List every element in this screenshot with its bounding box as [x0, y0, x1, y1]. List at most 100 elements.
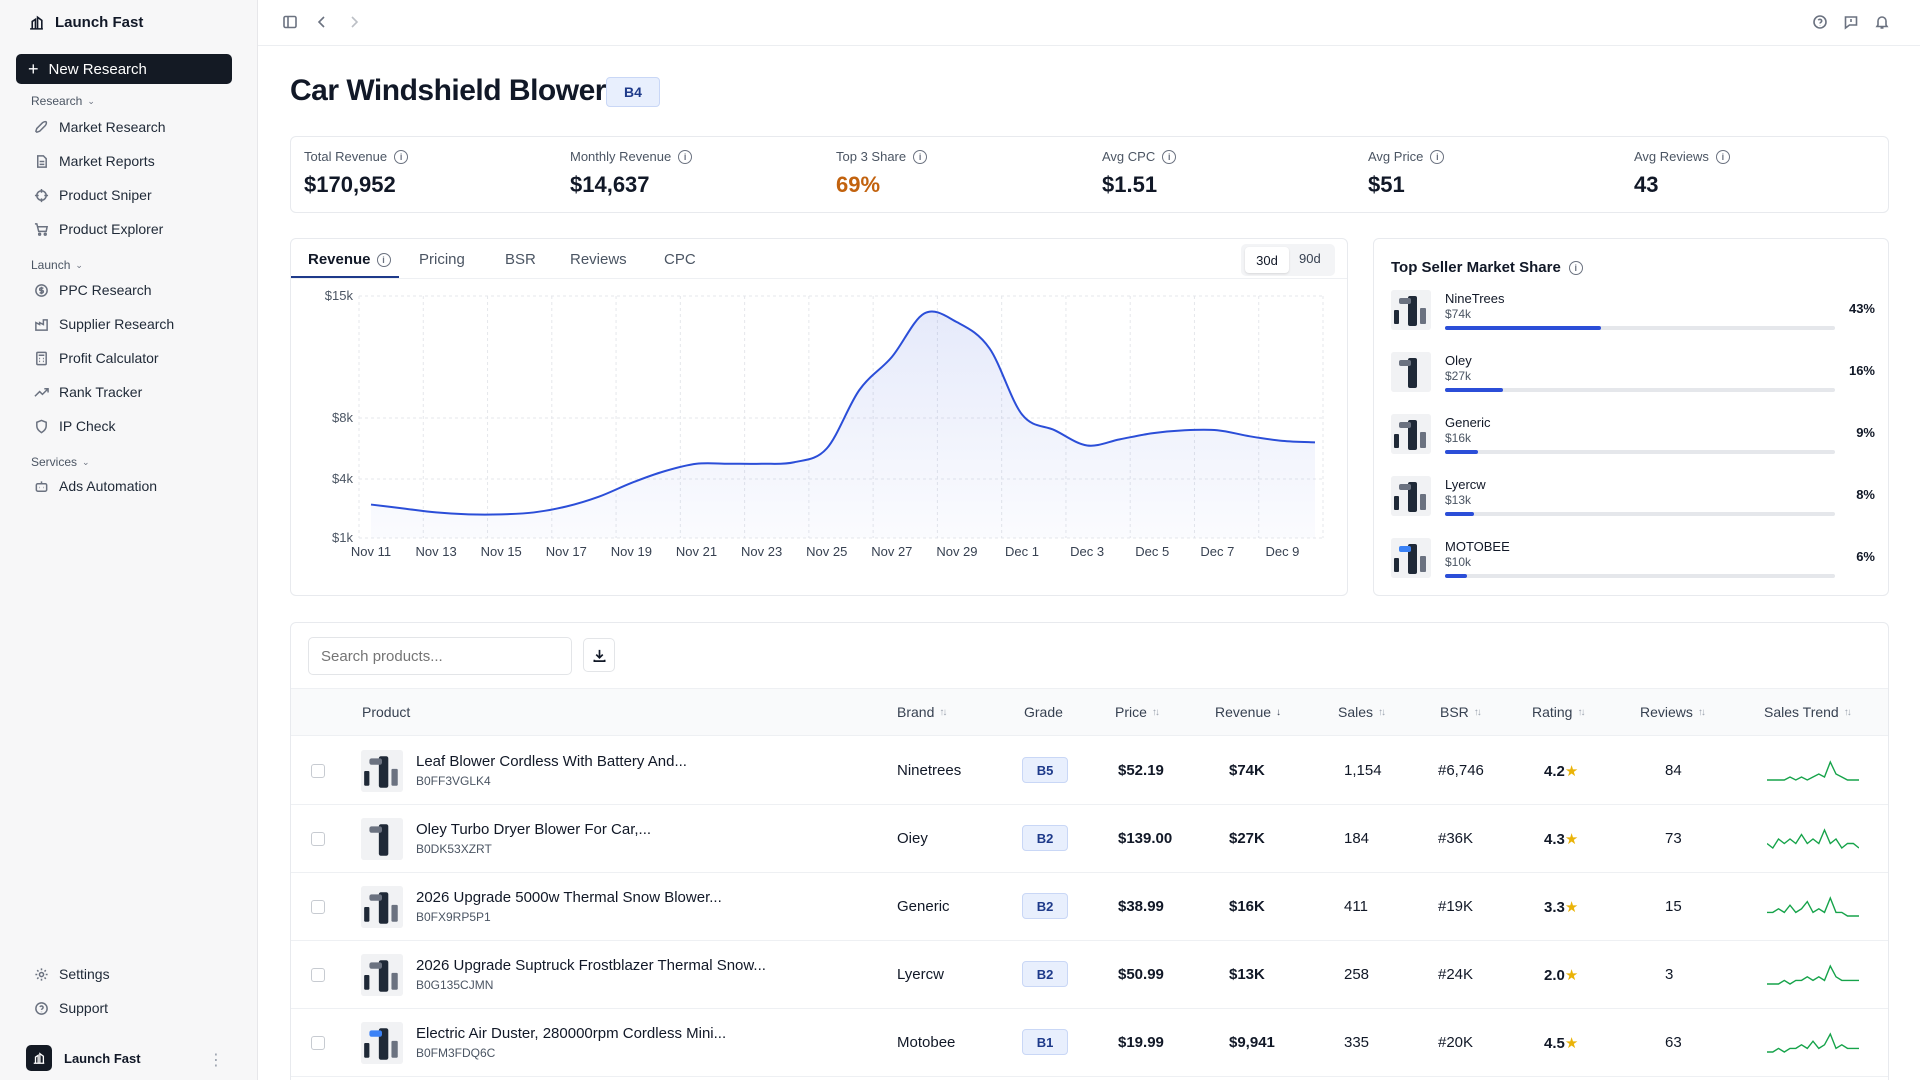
product-name[interactable]: 2026 Upgrade Suptruck Frostblazer Therma…: [416, 957, 766, 974]
app-brand[interactable]: Launch Fast: [28, 14, 143, 31]
new-research-button[interactable]: + New Research: [16, 54, 232, 84]
revenue-point[interactable]: [853, 384, 865, 396]
revenue-point[interactable]: [918, 307, 930, 319]
sidebar-item-ip-check[interactable]: IP Check: [34, 414, 116, 438]
revenue-point[interactable]: [983, 342, 995, 354]
revenue-point[interactable]: [886, 351, 898, 363]
column-brand[interactable]: Brand ↑↓: [897, 704, 947, 720]
info-icon[interactable]: i: [1430, 149, 1445, 164]
more-vertical-icon[interactable]: ⋮: [208, 1052, 224, 1069]
revenue-point[interactable]: [1146, 427, 1158, 439]
seller-row[interactable]: Generic $16k 9%: [1391, 414, 1875, 458]
product-name[interactable]: Oley Turbo Dryer Blower For Car,...: [416, 821, 652, 838]
sidebar-item-ads-automation[interactable]: Ads Automation: [34, 474, 157, 498]
revenue-point[interactable]: [951, 316, 963, 328]
info-icon[interactable]: i: [1715, 149, 1730, 164]
revenue-point[interactable]: [658, 465, 670, 477]
info-icon[interactable]: i: [394, 149, 409, 164]
tab-bsr[interactable]: BSR: [505, 251, 536, 268]
help-icon[interactable]: [1810, 12, 1830, 32]
revenue-point[interactable]: [723, 458, 735, 470]
table-row[interactable]: 2026 Upgrade Suptruck Frostblazer Therma…: [291, 941, 1888, 1009]
column-grade[interactable]: Grade: [1024, 704, 1063, 720]
table-row[interactable]: Oley Turbo Dryer Blower For Car,... B0DK5…: [291, 805, 1888, 873]
revenue-point[interactable]: [528, 506, 540, 518]
sidebar-item-product-explorer[interactable]: Product Explorer: [34, 217, 163, 241]
revenue-point[interactable]: [1114, 433, 1126, 445]
revenue-point[interactable]: [1016, 409, 1028, 421]
range-30d-button[interactable]: 30d: [1245, 247, 1289, 273]
revenue-point[interactable]: [691, 458, 703, 470]
product-name[interactable]: Leaf Blower Cordless With Battery And...: [416, 753, 687, 770]
product-name[interactable]: Electric Air Duster, 280000rpm Cordless …: [416, 1025, 727, 1042]
revenue-point[interactable]: [756, 458, 768, 470]
revenue-point[interactable]: [821, 443, 833, 455]
revenue-point[interactable]: [593, 491, 605, 503]
row-checkbox[interactable]: [311, 832, 325, 846]
revenue-point[interactable]: [788, 456, 800, 468]
sidebar-item-product-sniper[interactable]: Product Sniper: [34, 183, 152, 207]
column-product[interactable]: Product: [362, 704, 410, 720]
column-bsr[interactable]: BSR ↑↓: [1440, 704, 1482, 720]
seller-row[interactable]: NineTrees $74k 43%: [1391, 290, 1875, 334]
revenue-point[interactable]: [1179, 424, 1191, 436]
revenue-point[interactable]: [495, 508, 507, 520]
table-row[interactable]: Leaf Blower Cordless With Battery And...…: [291, 737, 1888, 805]
revenue-point[interactable]: [365, 499, 377, 511]
tab-revenue[interactable]: Revenue i: [308, 251, 391, 268]
sidebar-item-support[interactable]: Support: [34, 996, 108, 1020]
forward-icon[interactable]: [344, 12, 364, 32]
column-revenue[interactable]: Revenue ↓: [1215, 704, 1281, 720]
bell-icon[interactable]: [1872, 12, 1892, 32]
seller-row[interactable]: Lyercw $13k 8%: [1391, 476, 1875, 520]
section-research-toggle[interactable]: Research ⌄: [31, 94, 95, 108]
revenue-point[interactable]: [1049, 424, 1061, 436]
table-row[interactable]: 2026 Upgrade 5000w Thermal Snow Blower..…: [291, 873, 1888, 941]
revenue-point[interactable]: [625, 477, 637, 489]
column-reviews[interactable]: Reviews ↑↓: [1640, 704, 1706, 720]
row-checkbox[interactable]: [311, 968, 325, 982]
range-90d-button[interactable]: 90d: [1299, 251, 1321, 266]
sidebar-item-profit-calculator[interactable]: Profit Calculator: [34, 346, 159, 370]
sidebar-item-rank-tracker[interactable]: Rank Tracker: [34, 380, 142, 404]
revenue-point[interactable]: [463, 508, 475, 520]
sidebar-item-supplier-research[interactable]: Supplier Research: [34, 312, 174, 336]
section-launch-toggle[interactable]: Launch ⌄: [31, 258, 83, 272]
revenue-point[interactable]: [398, 503, 410, 515]
info-icon[interactable]: i: [913, 149, 928, 164]
revenue-point[interactable]: [1244, 430, 1256, 442]
column-rating[interactable]: Rating ↑↓: [1532, 704, 1585, 720]
seller-row[interactable]: MOTOBEE $10k 6%: [1391, 538, 1875, 582]
tab-cpc[interactable]: CPC: [664, 251, 696, 268]
sidebar-item-market-reports[interactable]: Market Reports: [34, 149, 155, 173]
row-checkbox[interactable]: [311, 1036, 325, 1050]
table-row[interactable]: Electric Air Duster, 280000rpm Cordless …: [291, 1009, 1888, 1077]
info-icon[interactable]: i: [376, 252, 391, 267]
revenue-point[interactable]: [1309, 436, 1321, 448]
download-button[interactable]: [583, 638, 615, 672]
column-price[interactable]: Price ↑↓: [1115, 704, 1160, 720]
revenue-point[interactable]: [1081, 439, 1093, 451]
search-input[interactable]: [308, 637, 572, 675]
seller-row[interactable]: Oley $27k 16%: [1391, 352, 1875, 396]
info-icon[interactable]: i: [1162, 149, 1177, 164]
product-name[interactable]: 2026 Upgrade 5000w Thermal Snow Blower..…: [416, 889, 722, 906]
column-sales[interactable]: Sales ↑↓: [1338, 704, 1386, 720]
row-checkbox[interactable]: [311, 764, 325, 778]
revenue-point[interactable]: [1276, 435, 1288, 447]
revenue-point[interactable]: [1211, 424, 1223, 436]
info-icon[interactable]: i: [1568, 260, 1583, 275]
sidebar-item-market-research[interactable]: Market Research: [34, 115, 166, 139]
info-icon[interactable]: i: [678, 149, 693, 164]
sidebar-item-settings[interactable]: Settings: [34, 962, 110, 986]
feedback-icon[interactable]: [1841, 12, 1861, 32]
tab-reviews[interactable]: Reviews: [570, 251, 627, 268]
column-sales-trend[interactable]: Sales Trend ↑↓: [1764, 704, 1852, 720]
revenue-point[interactable]: [430, 506, 442, 518]
back-icon[interactable]: [312, 12, 332, 32]
user-menu[interactable]: Launch Fast: [26, 1045, 141, 1071]
row-checkbox[interactable]: [311, 900, 325, 914]
sidebar-toggle-icon[interactable]: [280, 12, 300, 32]
sidebar-item-ppc-research[interactable]: PPC Research: [34, 278, 152, 302]
tab-pricing[interactable]: Pricing: [419, 251, 465, 268]
